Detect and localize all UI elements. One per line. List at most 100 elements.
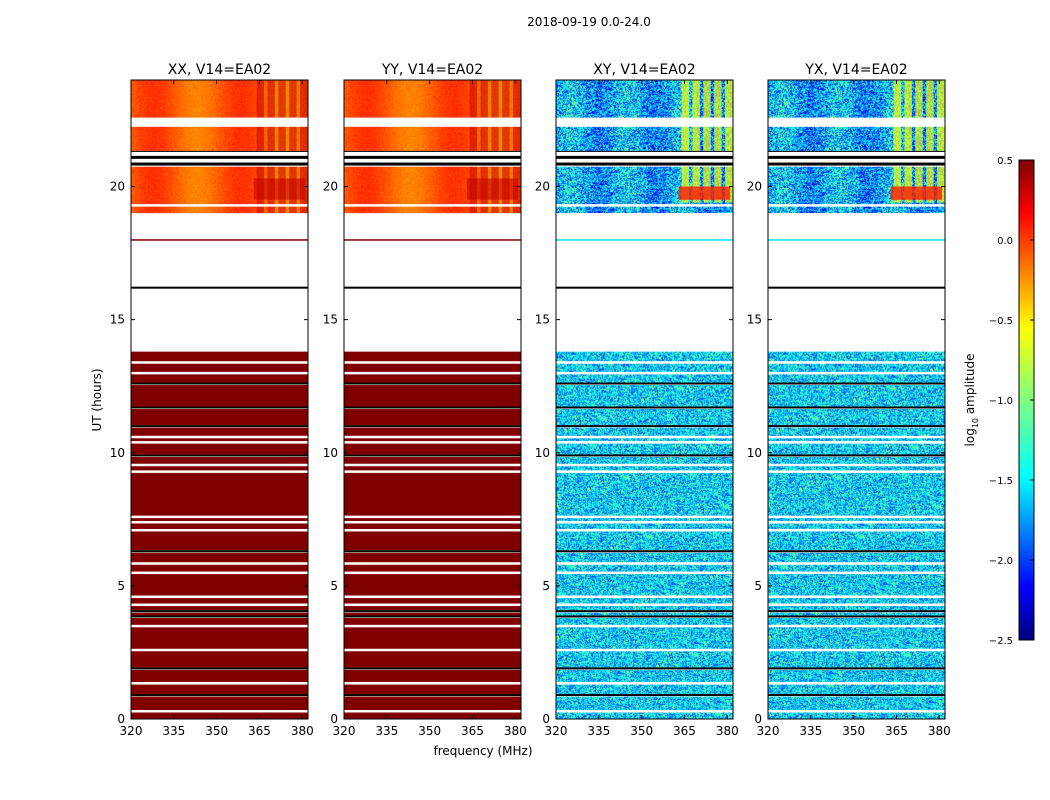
flag-line — [556, 562, 733, 565]
panel-frame — [343, 79, 522, 720]
y-tick-label: 20 — [535, 180, 550, 194]
rfi-stripe — [725, 80, 733, 203]
black-line — [344, 406, 521, 409]
flag-line — [556, 470, 733, 473]
colorbar: 0.5 0.0 −0.5 −1.0 −1.5 −2.0 −2.5 log10 amplitu… — [963, 156, 1035, 647]
flag-line — [344, 603, 521, 607]
heatmap-lowut-0 — [131, 351, 308, 719]
y-tick-label: 10 — [747, 446, 762, 460]
flag-line — [344, 204, 521, 207]
flag-line — [556, 624, 733, 628]
figure-suptitle: 2018-09-19 0.0-24.0 — [527, 15, 651, 29]
panel-0: XX, V14=EA02 320 335 350 365 380 0 5 10 15 20 — [110, 62, 314, 738]
black-line — [131, 610, 308, 613]
heatmap-lowut-3 — [768, 351, 945, 719]
rfi-stripe — [278, 80, 286, 214]
panel-3: YX, V14=EA02 320 335 350 365 380 0 5 10 15 20 — [747, 62, 951, 738]
flag-line — [131, 648, 308, 652]
black-line — [344, 694, 521, 697]
flag-line — [131, 571, 308, 575]
x-axis-label: frequency (MHz) — [433, 744, 532, 758]
flag-line — [131, 441, 308, 444]
black-line — [344, 615, 521, 618]
panel-1: YY, V14=EA02 320 335 350 365 380 0 5 10 15 20 — [323, 62, 527, 738]
black-line — [556, 382, 733, 385]
x-tick-label: 335 — [162, 724, 185, 738]
flag-line — [768, 371, 945, 375]
x-tick-label: 350 — [418, 724, 441, 738]
x-tick-label: 335 — [375, 724, 398, 738]
flag-gap — [556, 118, 733, 127]
black-line — [768, 286, 945, 289]
black-line — [768, 615, 945, 618]
flag-line — [556, 571, 733, 575]
isolated-line — [344, 239, 521, 241]
no-data-band — [131, 213, 308, 239]
flag-line — [768, 710, 945, 713]
black-line — [131, 425, 308, 428]
black-line — [556, 425, 733, 428]
flag-line — [344, 648, 521, 652]
panel-title: YX, V14=EA02 — [804, 62, 907, 78]
x-tick-label: 320 — [757, 724, 780, 738]
rfi-stripe — [703, 80, 711, 203]
flag-line — [131, 528, 308, 532]
x-tick-label: 350 — [205, 724, 228, 738]
flag-line — [768, 595, 945, 599]
black-line — [344, 286, 521, 289]
flag-line — [131, 624, 308, 628]
colorbar-ticks: 0.5 0.0 −0.5 −1.0 −1.5 −2.0 −2.5 — [989, 156, 1034, 647]
flag-line — [344, 470, 521, 473]
colorbar-label-subscript: 10 — [971, 418, 980, 428]
black-line — [344, 667, 521, 670]
black-line — [131, 382, 308, 385]
flag-line — [556, 603, 733, 607]
x-tick-label: 350 — [630, 724, 653, 738]
y-tick-label: 5 — [754, 579, 762, 593]
rfi-burst — [253, 178, 306, 200]
flag-line — [556, 528, 733, 532]
black-line — [131, 454, 308, 457]
flag-line — [768, 515, 945, 519]
x-tick-label: 365 — [248, 724, 271, 738]
flag-line — [556, 648, 733, 652]
flag-line — [556, 441, 733, 444]
colorbar-tick-label: −2.0 — [989, 556, 1013, 567]
flag-line — [131, 562, 308, 565]
no-data-band — [131, 287, 308, 352]
y-tick-label: 20 — [747, 180, 762, 194]
black-line — [344, 610, 521, 613]
flag-line — [768, 463, 945, 467]
flag-line — [768, 441, 945, 444]
flag-line — [131, 204, 308, 207]
black-line — [768, 454, 945, 457]
black-line — [131, 694, 308, 697]
black-line — [556, 155, 733, 159]
rfi-burst — [678, 186, 731, 200]
flag-line — [131, 520, 308, 524]
flag-line — [344, 361, 521, 364]
flag-line — [768, 603, 945, 607]
flag-line — [131, 371, 308, 375]
flag-line — [344, 595, 521, 599]
isolated-line — [131, 239, 308, 241]
y-tick-label: 0 — [754, 712, 762, 726]
flag-line — [556, 710, 733, 713]
y-tick-label: 15 — [323, 313, 338, 327]
heatmap-lowut-1 — [344, 351, 521, 719]
no-data-band — [768, 239, 945, 288]
flag-line — [768, 528, 945, 532]
black-line — [344, 382, 521, 385]
black-line — [768, 425, 945, 428]
x-tick-label: 365 — [461, 724, 484, 738]
black-line — [768, 610, 945, 613]
flag-line — [131, 710, 308, 713]
y-tick-label: 15 — [747, 313, 762, 327]
no-data-band — [556, 239, 733, 288]
flag-gap — [131, 118, 308, 127]
rfi-stripe — [480, 80, 488, 214]
black-line — [768, 667, 945, 670]
x-tick-label: 335 — [799, 724, 822, 738]
rfi-stripe — [714, 80, 722, 203]
flag-line — [556, 371, 733, 375]
